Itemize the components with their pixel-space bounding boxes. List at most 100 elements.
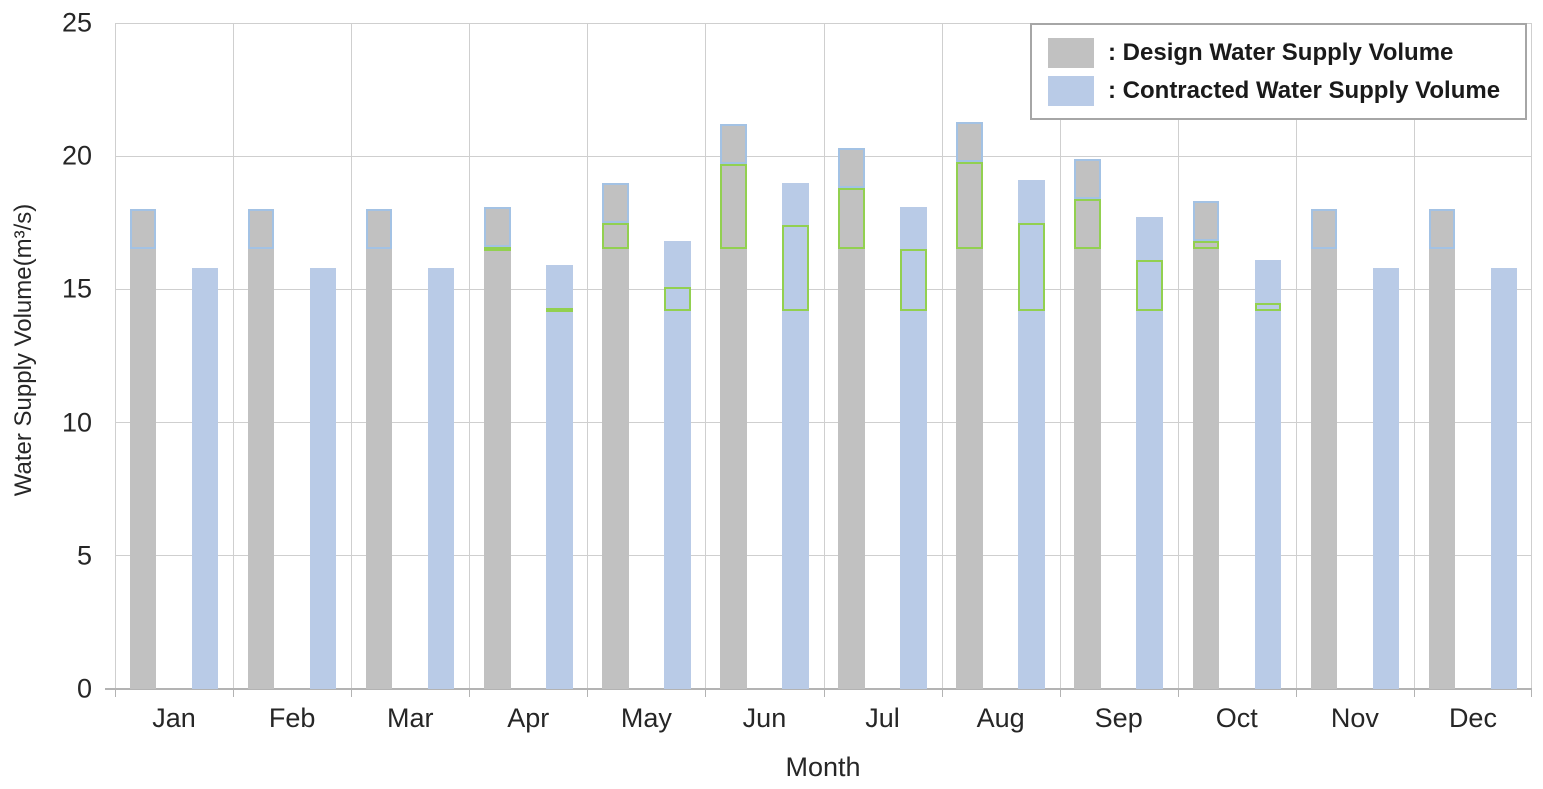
x-axis-tick (1531, 689, 1532, 697)
overlay-outline-box (956, 161, 983, 250)
x-axis-tick (233, 689, 235, 697)
contracted-bar (900, 206, 927, 689)
x-tick-label: Dec (1448, 703, 1497, 733)
overlay-outline-box (546, 308, 573, 313)
gridline-vertical (1059, 23, 1061, 689)
contracted-bar (1490, 268, 1518, 689)
gridline-vertical (469, 23, 471, 689)
contracted-bar (309, 268, 337, 689)
contracted-bar (546, 265, 573, 689)
overlay-outline-box (1428, 209, 1456, 250)
overlay-outline-box (602, 222, 629, 250)
x-tick-label: Sep (1094, 703, 1143, 733)
overlay-outline-box (720, 124, 747, 165)
overlay-outline-box (1074, 158, 1101, 199)
design-bar (365, 209, 393, 689)
overlay-outline-box (1018, 222, 1045, 311)
legend-label-design: : Design Water Supply Volume (1108, 38, 1454, 66)
gridline-vertical (115, 23, 116, 689)
overlay-outline-box (602, 182, 629, 223)
overlay-outline-box (1074, 198, 1101, 250)
x-axis-tick (115, 689, 116, 697)
gridline-vertical (1531, 23, 1532, 689)
gridline-vertical (233, 23, 235, 689)
x-axis-tick (351, 689, 353, 697)
gridline-vertical (587, 23, 589, 689)
contracted-bar (1372, 268, 1400, 689)
design-bar (247, 209, 275, 689)
x-tick-label: Mar (386, 703, 434, 733)
contracted-bar (1136, 217, 1163, 689)
overlay-outline-box (1254, 302, 1282, 311)
design-bar (484, 206, 511, 689)
x-tick-label: Aug (976, 703, 1025, 733)
y-tick-label: 5 (76, 540, 92, 571)
design-bar (1310, 209, 1338, 689)
x-axis-tick (1295, 689, 1297, 697)
x-axis-title: Month (785, 752, 861, 782)
overlay-outline-box (1192, 201, 1220, 242)
plot-area: 0 5 10 15 20 25 Jan Feb Mar Apr May Jun Jul Aug Sep Oct… (62, 9, 1532, 733)
design-series-swatch (1048, 37, 1094, 68)
overlay-outline-box (1192, 241, 1220, 250)
gridline-vertical (1295, 23, 1297, 689)
design-bar (1192, 201, 1220, 689)
gridline-vertical (941, 23, 943, 689)
x-axis-tick (1059, 689, 1061, 697)
y-tick-label: 15 (61, 273, 92, 304)
overlay-outline-box (365, 209, 393, 250)
contracted-bar (782, 182, 809, 689)
gridline-vertical (1413, 23, 1415, 689)
design-bar (838, 148, 865, 689)
legend: : Design Water Supply Volume : Contracte… (1030, 23, 1527, 120)
contracted-bar (1254, 260, 1282, 689)
contracted-bar (664, 241, 691, 689)
design-bar (1074, 158, 1101, 689)
overlay-outline-box (484, 246, 511, 251)
x-tick-label: Feb (268, 703, 316, 733)
design-bar (1428, 209, 1456, 689)
overlay-outline-box (782, 225, 809, 311)
overlay-outline-box (720, 164, 747, 250)
y-tick-label: 25 (61, 7, 92, 38)
x-axis-tick (469, 689, 471, 697)
legend-label-contracted: : Contracted Water Supply Volume (1108, 76, 1501, 104)
gridline-vertical (823, 23, 825, 689)
contracted-series-swatch (1048, 75, 1094, 106)
design-bar (956, 121, 983, 689)
overlay-outline-box (129, 209, 157, 250)
x-tick-label: May (620, 703, 672, 733)
overlay-outline-box (247, 209, 275, 250)
x-tick-label: Nov (1330, 703, 1379, 733)
y-tick-label: 0 (76, 673, 92, 704)
x-axis-tick (823, 689, 825, 697)
x-tick-label: Apr (507, 703, 550, 733)
legend-item-contracted: : Contracted Water Supply Volume (1032, 75, 1525, 106)
design-bar (602, 182, 629, 689)
gridline-vertical (351, 23, 353, 689)
contracted-bar (427, 268, 455, 689)
x-axis-line (105, 688, 1532, 690)
overlay-outline-box (838, 188, 865, 250)
x-axis-tick (587, 689, 589, 697)
x-tick-label: Jun (742, 703, 787, 733)
design-bar (129, 209, 157, 689)
overlay-outline-box (484, 206, 511, 247)
y-tick-label: 10 (61, 407, 92, 438)
x-axis-tick (1413, 689, 1415, 697)
y-tick-label: 20 (61, 140, 92, 171)
x-tick-label: Jan (152, 703, 196, 733)
y-axis-title: Water Supply Volume(m³/s) (10, 203, 37, 497)
contracted-bar (1018, 180, 1045, 689)
x-tick-label: Jul (865, 703, 900, 733)
overlay-outline-box (1136, 260, 1163, 311)
overlay-outline-box (664, 286, 691, 311)
overlay-outline-box (900, 249, 927, 311)
overlay-outline-box (1310, 209, 1338, 250)
gridline-vertical (1177, 23, 1179, 689)
legend-item-design: : Design Water Supply Volume (1032, 37, 1525, 68)
contracted-bar (191, 268, 219, 689)
x-axis-tick (705, 689, 707, 697)
x-axis-tick (941, 689, 943, 697)
overlay-outline-box (956, 121, 983, 162)
